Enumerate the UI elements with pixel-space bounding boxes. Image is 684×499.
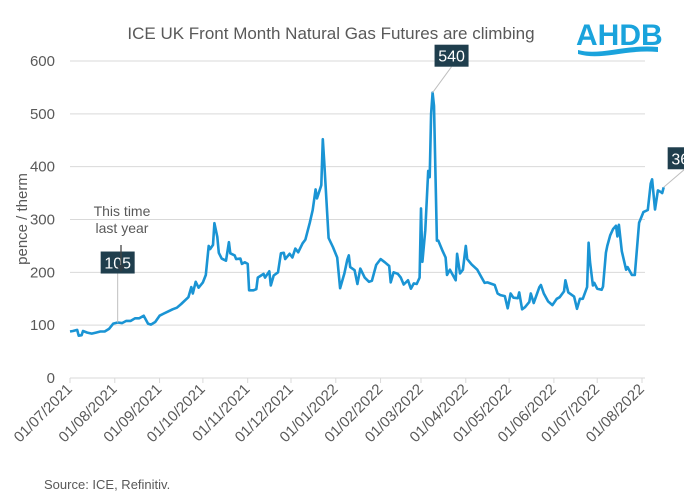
chart-title: ICE UK Front Month Natural Gas Futures a… bbox=[127, 24, 534, 43]
data-label-361: 361 bbox=[671, 151, 684, 168]
series-group bbox=[69, 91, 665, 338]
y-tick-label: 0 bbox=[47, 370, 55, 387]
annotation-line-1: This time bbox=[94, 203, 151, 219]
label-leader-line bbox=[663, 169, 684, 188]
gridlines bbox=[70, 60, 645, 379]
data-labels: 105 540 361 bbox=[100, 44, 684, 323]
y-tick-label: 500 bbox=[30, 106, 55, 123]
data-label-box bbox=[434, 44, 469, 67]
x-axis: 01/07/202101/08/202101/09/202101/10/2021… bbox=[11, 378, 648, 446]
logo-text: AHDB bbox=[576, 19, 663, 52]
label-leader-line bbox=[432, 66, 452, 93]
ahdb-logo: AHDB bbox=[576, 19, 663, 57]
data-label-box bbox=[667, 147, 684, 170]
series-line bbox=[69, 91, 665, 338]
data-label-105: 105 bbox=[104, 256, 131, 273]
annotation-this-time-last-year: This time last year bbox=[94, 203, 151, 272]
y-axis-label: pence / therm bbox=[14, 173, 31, 265]
logo-wave-icon bbox=[578, 46, 658, 57]
y-tick-label: 100 bbox=[30, 317, 55, 334]
source-note: Source: ICE, Refinitiv. bbox=[44, 477, 170, 492]
annotation-arrow-icon bbox=[116, 265, 126, 272]
y-axis: 0 100 200 300 400 500 600 bbox=[30, 53, 55, 387]
y-tick-label: 400 bbox=[30, 159, 55, 176]
data-label-box bbox=[100, 251, 135, 274]
y-tick-label: 600 bbox=[30, 53, 55, 70]
data-label-540: 540 bbox=[438, 49, 465, 66]
y-tick-label: 300 bbox=[30, 212, 55, 229]
annotation-line-2: last year bbox=[96, 220, 149, 236]
y-tick-label: 200 bbox=[30, 264, 55, 281]
